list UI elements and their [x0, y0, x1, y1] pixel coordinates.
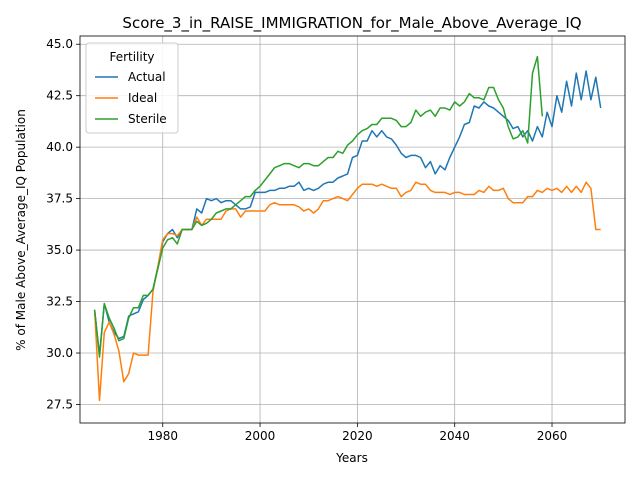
series-line-sterile [93, 55, 544, 358]
y-tick-label: 27.5 [46, 397, 73, 411]
x-tick-label: 2040 [439, 429, 470, 443]
legend-label-sterile: Sterile [128, 112, 167, 126]
plot-frame [79, 35, 626, 424]
legend-label-ideal: Ideal [128, 91, 157, 105]
y-tick-label: 30.0 [46, 346, 73, 360]
x-axis-label: Years [335, 451, 368, 465]
y-tick-label: 40.0 [46, 140, 73, 154]
y-axis-label: % of Male Above_Average_IQ Population [14, 109, 28, 351]
y-axis-ticks: 27.5 30.0 32.5 35.0 37.5 40.0 42.5 45.0 [46, 37, 80, 411]
series-line-ideal [93, 181, 601, 402]
chart-title: Score_3_in_RAISE_IMMIGRATION_for_Male_Ab… [122, 14, 581, 33]
y-tick-label: 45.0 [46, 37, 73, 51]
x-tick-label: 2000 [245, 429, 276, 443]
series-lines [93, 55, 602, 402]
legend-items: Actual Ideal Sterile [95, 70, 167, 126]
y-tick-label: 35.0 [46, 243, 73, 257]
y-tick-label: 37.5 [46, 192, 73, 206]
legend-box [85, 42, 179, 134]
legend: Fertility Actual Ideal Sterile [85, 42, 179, 134]
legend-title: Fertility [109, 50, 154, 64]
series-line-actual [93, 70, 602, 356]
x-axis-ticks: 1980 2000 2020 2040 2060 [147, 423, 567, 443]
x-tick-label: 2020 [342, 429, 373, 443]
y-tick-label: 32.5 [46, 295, 73, 309]
legend-label-actual: Actual [128, 70, 166, 84]
y-tick-label: 42.5 [46, 89, 73, 103]
x-tick-label: 1980 [147, 429, 178, 443]
x-tick-label: 2060 [537, 429, 568, 443]
